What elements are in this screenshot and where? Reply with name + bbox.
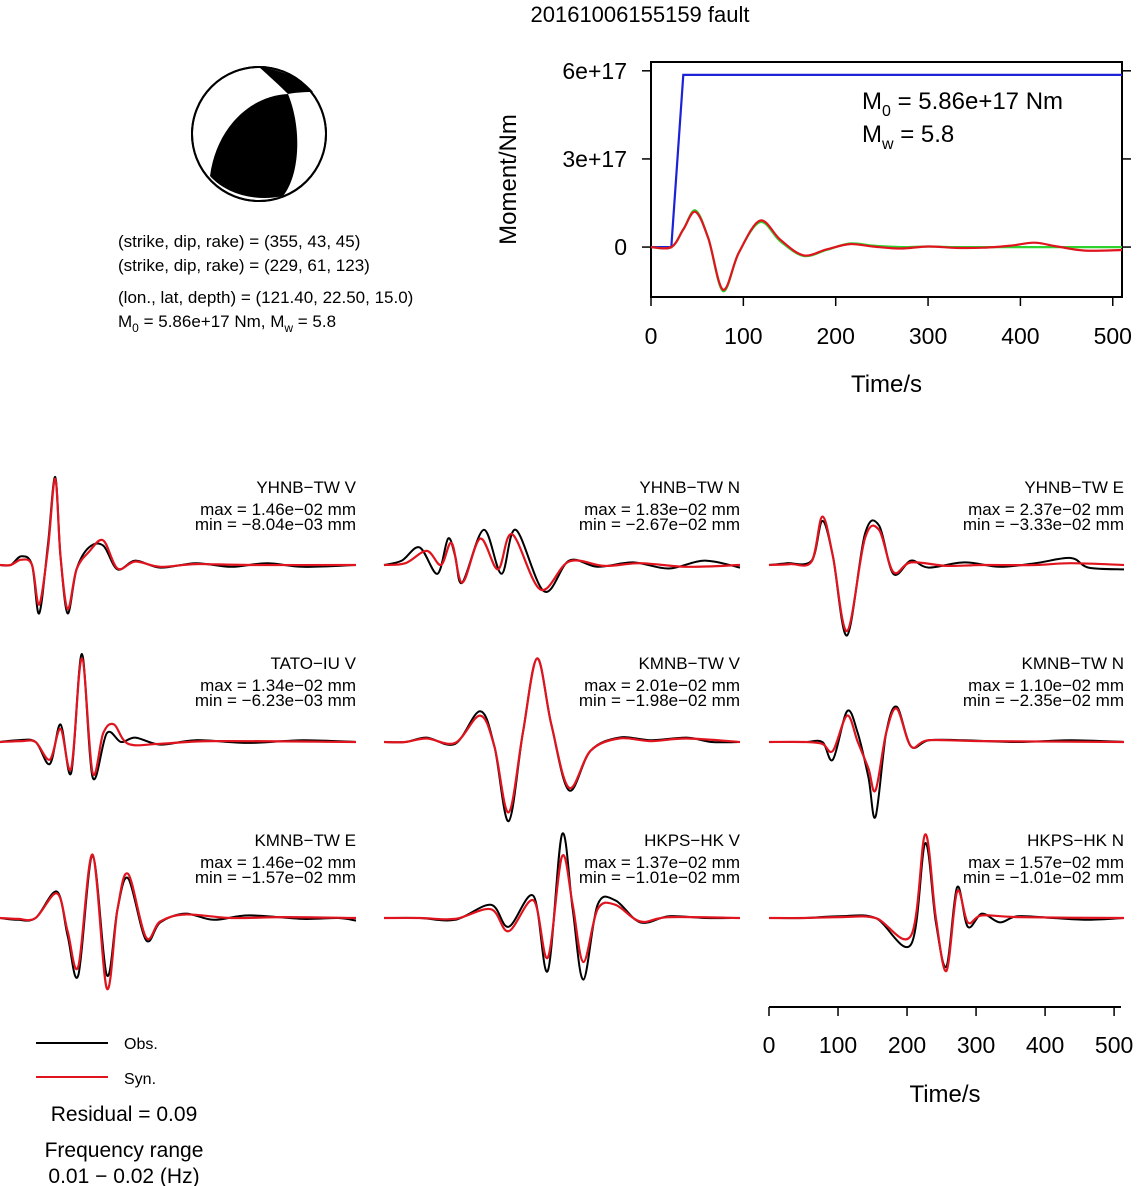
station-label: KMNB−TW N (1022, 654, 1124, 673)
synthetic-trace (383, 533, 741, 591)
time-axis-label: Time/s (909, 1081, 980, 1108)
moment-xtick-label: 200 (817, 323, 855, 349)
legend-obs-label: Obs. (124, 1036, 158, 1053)
synthetic-trace (383, 657, 741, 814)
station-label: YHNB−TW E (1024, 478, 1124, 497)
synthetic-trace (768, 833, 1125, 972)
beachball (191, 66, 327, 202)
station-label: KMNB−TW E (254, 831, 356, 850)
max-amplitude-label: max = 1.57e−02 mm (968, 853, 1124, 872)
synthetic-trace (0, 477, 357, 611)
station-label: HKPS−HK V (644, 831, 741, 850)
legend: Obs. Syn. (36, 1036, 158, 1088)
synthetic-trace (0, 657, 357, 777)
moment-plot-frame (650, 61, 1123, 298)
time-axis-tick-label: 400 (1026, 1032, 1064, 1058)
moment-ylabel: Moment/Nm (495, 114, 522, 245)
station-label: YHNB−TW N (639, 478, 740, 497)
synthetic-trace (768, 515, 1125, 633)
max-amplitude-label: max = 1.10e−02 mm (968, 676, 1124, 695)
frequency-range-label: Frequency range (45, 1139, 204, 1162)
min-amplitude-label: min = −1.98e−02 mm (579, 691, 740, 710)
synthetic-trace (0, 853, 357, 991)
observed-trace (768, 519, 1125, 637)
time-axis-tick-label: 500 (1095, 1032, 1133, 1058)
moment-ytick-label: 6e+17 (562, 58, 627, 84)
location-text: (lon., lat, depth) = (121.40, 22.50, 15.… (118, 288, 413, 307)
frequency-range-value: 0.01 − 0.02 (Hz) (48, 1165, 199, 1186)
min-amplitude-label: min = −8.04e−03 mm (195, 515, 356, 534)
max-amplitude-label: max = 1.83e−02 mm (584, 500, 740, 519)
moment-annotation-mw: Mw = 5.8 (862, 121, 954, 153)
min-amplitude-label: min = −1.57e−02 mm (195, 868, 356, 887)
max-amplitude-label: max = 1.46e−02 mm (200, 853, 356, 872)
min-amplitude-label: min = −6.23e−03 mm (195, 691, 356, 710)
beachball-compression-quadrant-large (210, 94, 298, 198)
min-amplitude-label: min = −1.01e−02 mm (963, 868, 1124, 887)
moment-xtick-label: 100 (724, 323, 762, 349)
time-axis-tick-label: 0 (763, 1032, 776, 1058)
min-amplitude-label: min = −2.67e−02 mm (579, 515, 740, 534)
max-amplitude-label: max = 2.01e−02 mm (584, 676, 740, 695)
max-amplitude-label: max = 1.37e−02 mm (584, 853, 740, 872)
time-axis-tick-label: 300 (957, 1032, 995, 1058)
station-label: HKPS−HK N (1027, 831, 1124, 850)
station-label: KMNB−TW V (638, 654, 740, 673)
moment-xlabel: Time/s (851, 371, 922, 398)
moment-xtick-label: 0 (645, 323, 658, 349)
min-amplitude-label: min = −1.01e−02 mm (579, 868, 740, 887)
moment-series-1 (650, 209, 1122, 293)
moment-xtick-label: 500 (1094, 323, 1132, 349)
residual-text: Residual = 0.09 (51, 1103, 198, 1126)
time-axis-tick-label: 200 (888, 1032, 926, 1058)
max-amplitude-label: max = 2.37e−02 mm (968, 500, 1124, 519)
moment-ytick-label: 0 (614, 234, 627, 260)
station-label: YHNB−TW V (256, 478, 356, 497)
moment-xtick-label: 400 (1001, 323, 1039, 349)
beachball-compression-quadrant-small (259, 67, 313, 94)
synthetic-trace (383, 854, 741, 964)
plane1-text: (strike, dip, rake) = (355, 43, 45) (118, 232, 360, 251)
synthetic-trace (768, 707, 1125, 793)
min-amplitude-label: min = −3.33e−02 mm (963, 515, 1124, 534)
max-amplitude-label: max = 1.46e−02 mm (200, 500, 356, 519)
observed-trace (383, 528, 741, 593)
observed-trace (768, 705, 1125, 819)
moment-ytick-label: 3e+17 (562, 146, 627, 172)
moment-xtick-label: 300 (909, 323, 947, 349)
min-amplitude-label: min = −2.35e−02 mm (963, 691, 1124, 710)
time-axis-tick-label: 100 (819, 1032, 857, 1058)
moment-annotation-m0: M0 = 5.86e+17 Nm (862, 88, 1063, 120)
moment-series-2 (650, 210, 1123, 291)
legend-syn-label: Syn. (124, 1071, 156, 1088)
figure-title: 20161006155159 fault (531, 2, 750, 27)
station-label: TATO−IU V (271, 654, 357, 673)
max-amplitude-label: max = 1.34e−02 mm (200, 676, 356, 695)
waveform-time-axis: 0 100 200 300 400 500 Time/s (763, 1006, 1133, 1108)
moment-rate-chart: 6e+17 3e+17 0 0 100 200 300 400 500 Time/s Moment/… (495, 58, 1132, 398)
plane2-text: (strike, dip, rake) = (229, 61, 123) (118, 256, 370, 275)
moment-text: M0 = 5.86e+17 Nm, Mw = 5.8 (118, 312, 336, 335)
